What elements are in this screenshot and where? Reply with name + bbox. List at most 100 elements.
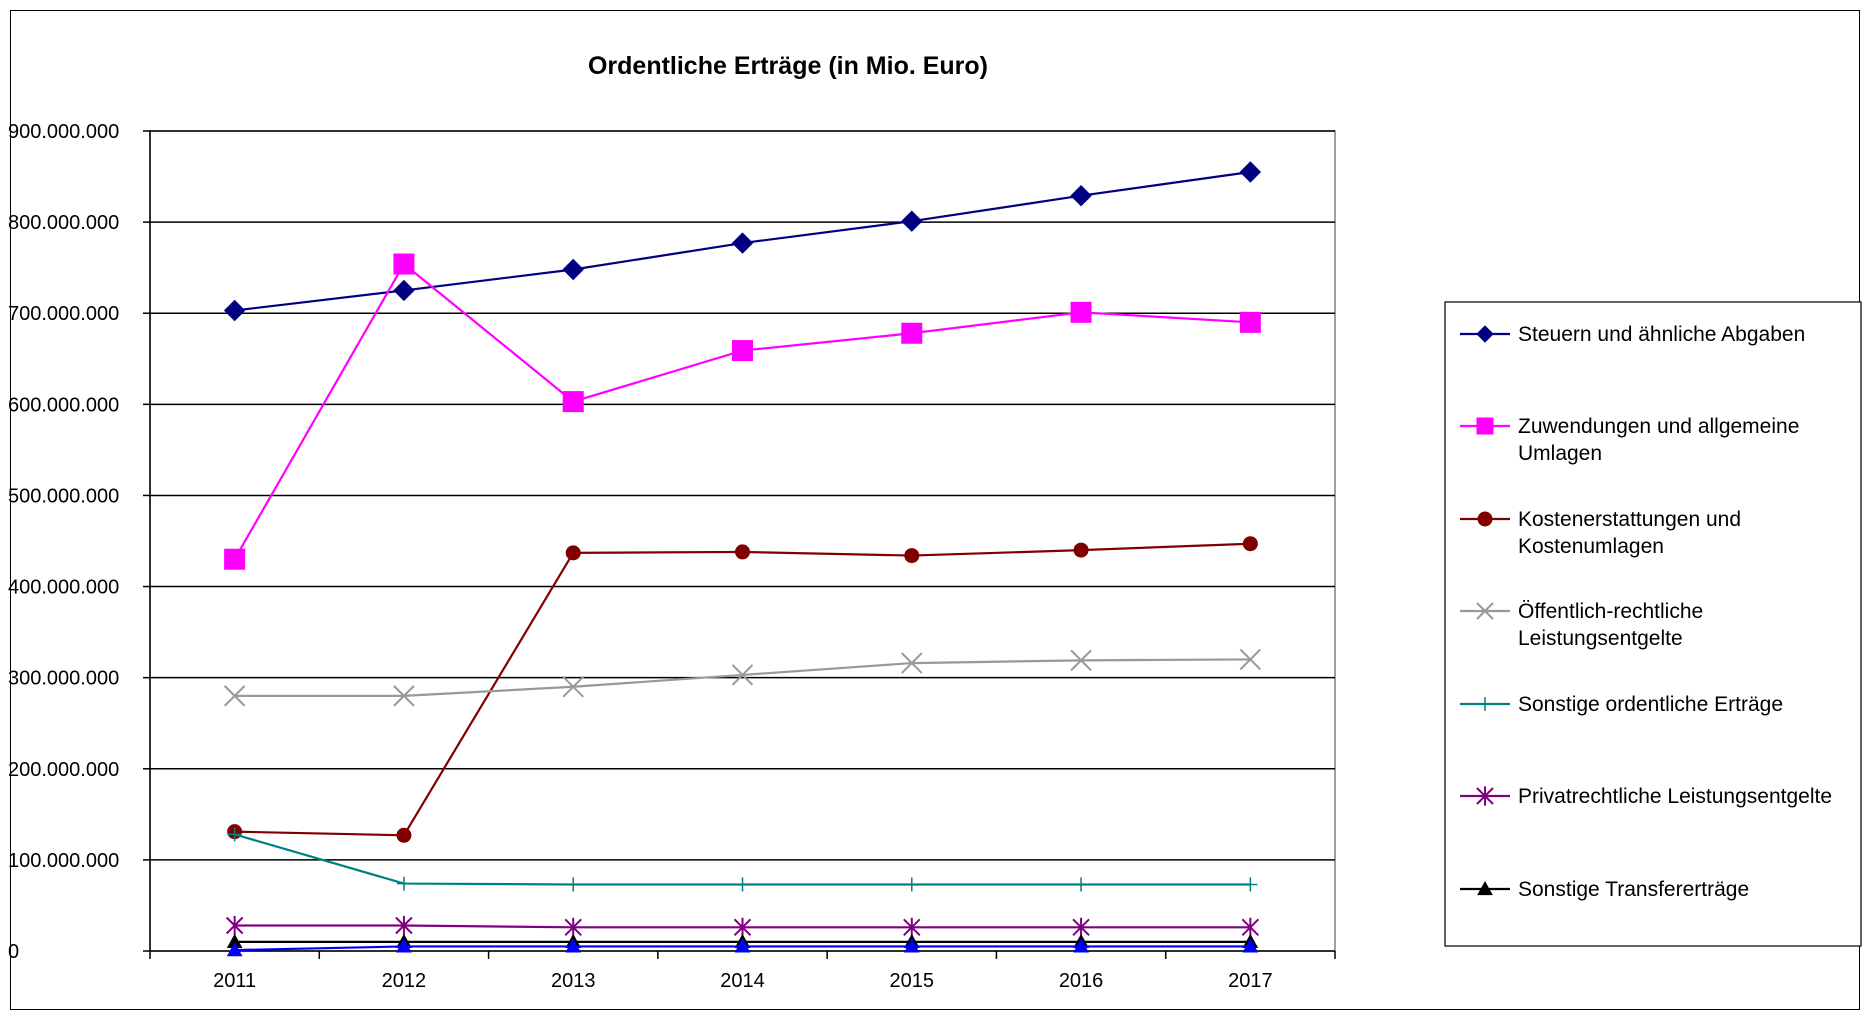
data-point: [393, 279, 415, 302]
data-point: [562, 391, 584, 413]
data-point: [735, 544, 750, 560]
legend: Steuern und ähnliche Abgaben Zuwendungen …: [1444, 301, 1862, 947]
data-point: [1072, 917, 1090, 937]
data-point: [1073, 542, 1089, 558]
data-point: [735, 877, 750, 892]
y-tick-label: 500.000.000: [8, 485, 119, 507]
data-point: [223, 299, 246, 322]
series-2: [224, 253, 1261, 570]
x-tick-label: 2014: [720, 970, 765, 992]
x-tick-label: 2017: [1228, 970, 1273, 992]
y-tick-label: 200.000.000: [8, 759, 119, 781]
series-1: [223, 161, 1262, 322]
legend-marker: [1476, 602, 1494, 620]
legend-item: Sonstige Transfererträge: [1460, 878, 1749, 901]
y-tick-label: 800.000.000: [8, 212, 119, 234]
data-point: [903, 917, 921, 937]
legend-item: Steuern und ähnliche Abgaben: [1460, 323, 1805, 346]
legend-label: Steuern und ähnliche Abgaben: [1518, 323, 1805, 346]
legend-item: Öffentlich-rechtliche Leistungsentgelte: [1460, 600, 1703, 650]
gridlines: [149, 130, 1336, 952]
data-point: [904, 548, 920, 564]
legend-label: Privatrechtliche Leistungsentgelte: [1518, 785, 1832, 808]
y-tick-label: 700.000.000: [8, 303, 119, 325]
data-point: [226, 942, 243, 957]
x-tick-label: 2016: [1059, 970, 1104, 992]
y-tick-label: 900.000.000: [8, 121, 119, 143]
data-point: [901, 210, 923, 232]
y-tick-label: 600.000.000: [8, 394, 119, 416]
data-point: [1242, 938, 1259, 953]
data-point: [562, 676, 584, 698]
legend-label: Sonstige Transfererträge: [1518, 878, 1749, 901]
y-tick-label: 100.000.000: [8, 850, 119, 872]
legend-label: Kostenumlagen: [1518, 535, 1664, 558]
data-point: [1073, 938, 1089, 953]
legend-label: Sonstige ordentliche Erträge: [1518, 693, 1783, 716]
x-tick-label: 2011: [213, 970, 256, 992]
data-point: [396, 827, 412, 843]
legend-marker: [1476, 417, 1494, 435]
data-point: [396, 876, 411, 891]
data-point: [564, 917, 582, 937]
y-tick-label: 300.000.000: [8, 668, 119, 690]
data-point: [565, 545, 581, 561]
data-point: [903, 938, 920, 953]
legend-marker: [1476, 325, 1494, 343]
data-point: [733, 917, 752, 937]
data-point: [562, 258, 584, 281]
legend-marker: [1478, 697, 1492, 711]
data-point: [731, 664, 754, 686]
data-point: [1239, 648, 1262, 671]
legend-item: Sonstige ordentliche Erträge: [1460, 693, 1783, 716]
data-point: [396, 938, 412, 953]
legend-label: Öffentlich-rechtliche: [1518, 600, 1703, 623]
series-5: [227, 827, 1258, 892]
axes: 0 100.000.000 200.000.000 300.000.000 400.00…: [8, 121, 1336, 992]
data-point: [565, 938, 582, 953]
series-line: [233, 262, 1251, 560]
data-point: [1241, 917, 1260, 937]
x-tick-label: 2013: [551, 970, 596, 992]
data-point: [1239, 311, 1261, 333]
data-point: [223, 685, 246, 707]
x-tick-label: 2012: [382, 970, 427, 992]
data-point: [1243, 877, 1258, 892]
series-8: [226, 938, 1259, 957]
legend-label: Leistungsentgelte: [1518, 627, 1683, 650]
data-point: [224, 548, 246, 570]
data-point: [731, 232, 754, 254]
legend-label: Kostenerstattungen und: [1518, 508, 1741, 531]
legend-item: Kostenerstattungen und Kostenumlagen: [1460, 508, 1741, 558]
legend-marker: [1477, 880, 1493, 896]
data-point: [1070, 184, 1092, 207]
data-point: [1070, 301, 1092, 323]
series-layer: [223, 161, 1262, 957]
series-line: [234, 542, 1251, 837]
data-point: [1074, 877, 1089, 892]
plot-area: [149, 130, 1336, 952]
legend-label: Zuwendungen und allgemeine: [1518, 415, 1799, 438]
legend-item: Privatrechtliche Leistungsentgelte: [1460, 785, 1832, 808]
data-point: [901, 322, 923, 344]
data-point: [1239, 161, 1262, 183]
data-point: [393, 253, 415, 275]
data-point: [1242, 536, 1258, 552]
x-tick-label: 2015: [890, 970, 935, 992]
y-tick-label: 0: [8, 941, 19, 963]
legend-marker: [1477, 511, 1493, 527]
legend-marker: [1476, 786, 1494, 806]
data-point: [393, 685, 415, 707]
data-point: [904, 877, 919, 892]
series-4: [223, 648, 1262, 707]
data-point: [901, 652, 923, 674]
y-tick-label: 400.000.000: [8, 577, 119, 599]
data-point: [566, 877, 581, 892]
legend-label: Umlagen: [1518, 442, 1602, 465]
series-6: [225, 915, 1260, 937]
chart-title: Ordentliche Erträge (in Mio. Euro): [588, 52, 988, 80]
data-point: [1070, 649, 1092, 672]
data-point: [734, 938, 751, 953]
legend-item: Zuwendungen und allgemeine Umlagen: [1460, 415, 1799, 465]
